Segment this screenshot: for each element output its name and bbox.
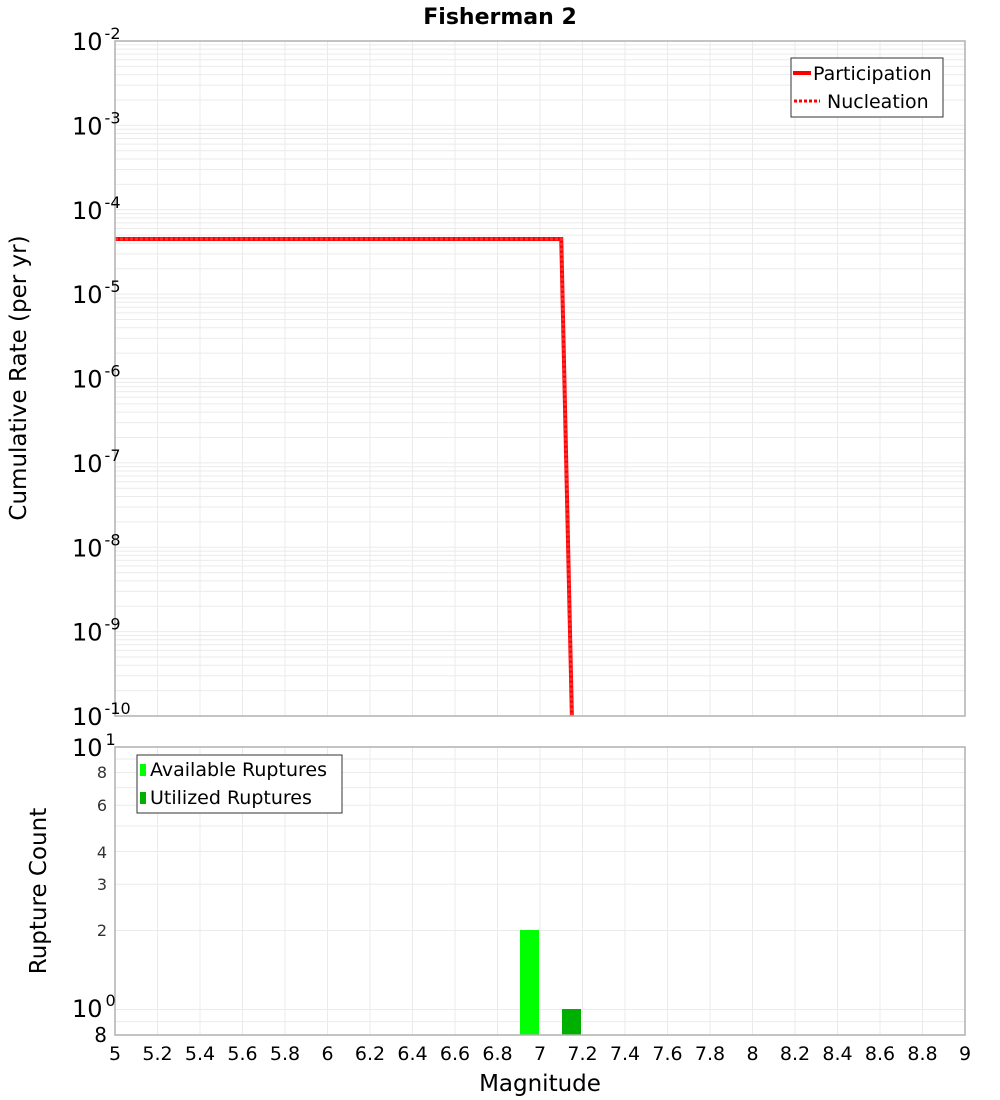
x-tick-label: 8.6 [865, 1043, 895, 1065]
x-tick-label: 7.2 [567, 1043, 597, 1065]
nucleation-line [115, 237, 574, 717]
utilized-swatch-icon [140, 792, 146, 804]
y-tick-label: 10 -5 [72, 277, 121, 309]
y-tick-3: 3 [97, 875, 107, 894]
available-swatch-icon [140, 764, 146, 776]
top-grid [114, 41, 966, 717]
y-tick-6: 6 [97, 796, 107, 815]
y-tick-label: 10 -6 [72, 362, 121, 394]
y-tick-10-0: 10 0 [72, 991, 116, 1023]
bottom-plot: 10 1 8 6 4 3 2 10 0 8 Rupture Count Availa… [26, 730, 966, 1047]
y-tick-label: 10 -9 [72, 615, 121, 647]
x-tick-label: 5.2 [142, 1043, 172, 1065]
legend-participation: Participation [813, 63, 932, 85]
bottom-plot-frame [114, 746, 966, 1036]
x-tick-label: 7 [534, 1043, 546, 1065]
y-tick-label: 10 -8 [72, 530, 121, 562]
x-axis-ticks: 5 5.2 5.4 5.6 5.8 6 6.2 6.4 6.6 6.8 7 7.2 7.4 7.6 7.8 8… [109, 1043, 971, 1065]
top-legend-box [790, 57, 944, 118]
legend-utilized-ruptures: Utilized Ruptures [150, 787, 312, 809]
top-plot-frame [114, 40, 966, 717]
chart-title: Fisherman 2 [423, 5, 577, 30]
x-tick-label: 5.6 [227, 1043, 257, 1065]
bottom-legend: Available Ruptures Utilized Ruptures [136, 754, 343, 814]
y-tick-2: 2 [97, 921, 107, 940]
y-tick-label: 10 -7 [72, 446, 121, 478]
y-tick-8: 8 [97, 763, 107, 782]
x-tick-label: 5.8 [270, 1043, 300, 1065]
x-tick-label: 6 [321, 1043, 333, 1065]
x-tick-label: 6.4 [397, 1043, 427, 1065]
x-tick-label: 7.6 [652, 1043, 682, 1065]
x-tick-label: 8.4 [822, 1043, 852, 1065]
x-axis-label: Magnitude [479, 1071, 601, 1097]
x-tick-label: 8.8 [907, 1043, 937, 1065]
y-tick-label: 10 -4 [72, 193, 121, 225]
bar-available-ruptures [520, 930, 539, 1035]
bar-utilized-ruptures [562, 1009, 581, 1035]
bottom-y-axis-label: Rupture Count [26, 808, 52, 974]
x-tick-label: 5.4 [185, 1043, 215, 1065]
top-y-axis-label: Cumulative Rate (per yr) [6, 235, 32, 520]
x-tick-label: 6.6 [440, 1043, 470, 1065]
legend-nucleation: Nucleation [827, 91, 929, 113]
bottom-legend-box [136, 754, 343, 814]
bottom-y-ticks: 10 1 8 6 4 3 2 10 0 8 [72, 730, 116, 1047]
y-tick-10-1: 10 1 [72, 730, 116, 762]
x-tick-label: 6.8 [482, 1043, 512, 1065]
x-tick-label: 5 [109, 1043, 121, 1065]
y-tick-0-8: 8 [94, 1023, 107, 1047]
x-tick-label: 7.4 [610, 1043, 640, 1065]
y-tick-label: 10 -2 [72, 24, 121, 56]
top-plot: 10-2 10-3 10-4 10-5 10-6 10-7 10-8 10-9 10-10 Cu… [6, 24, 966, 731]
top-y-ticks: 10-2 10-3 10-4 10-5 10-6 10-7 10-8 10-9 10-10 [72, 24, 131, 731]
top-series [115, 237, 574, 717]
y-tick-4: 4 [97, 843, 107, 862]
y-tick-label: 10 -10 [72, 699, 131, 731]
x-tick-label: 9 [959, 1043, 971, 1065]
top-legend: Participation Nucleation [790, 57, 944, 118]
x-tick-label: 7.8 [695, 1043, 725, 1065]
x-tick-label: 6.2 [355, 1043, 385, 1065]
x-tick-label: 8 [746, 1043, 758, 1065]
legend-available-ruptures: Available Ruptures [150, 759, 327, 781]
x-tick-label: 8.2 [780, 1043, 810, 1065]
y-tick-label: 10 -3 [72, 108, 121, 140]
